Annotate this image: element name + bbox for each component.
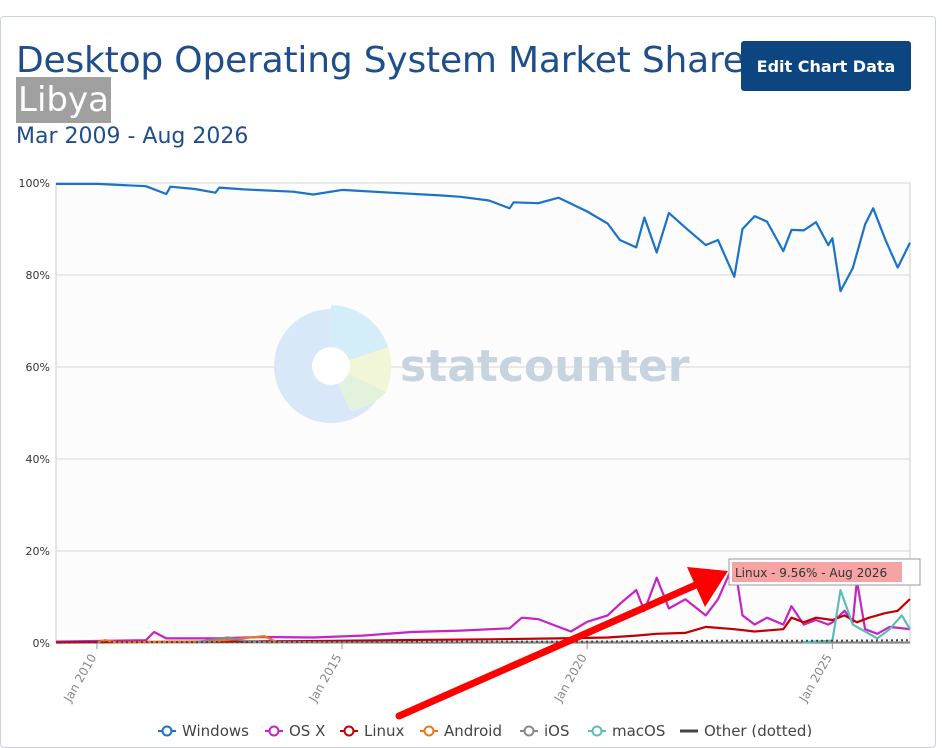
legend-label-android: Android xyxy=(444,722,502,737)
legend-marker-android xyxy=(423,725,435,737)
page-title: Desktop Operating System Market Share xyxy=(16,40,745,81)
legend-marker-os-x xyxy=(268,725,280,737)
series-line-linux xyxy=(55,598,911,644)
watermark-slice-cyan xyxy=(331,305,388,366)
x-tick-label: Jan 2025 xyxy=(796,652,835,706)
date-range: Mar 2009 - Aug 2026 xyxy=(16,124,249,149)
legend-label-os-x: OS X xyxy=(289,722,325,737)
x-tick-label: Jan 2015 xyxy=(306,652,345,706)
chart-series xyxy=(55,182,911,644)
watermark-text: statcounter xyxy=(400,341,690,392)
y-tick-label: 60% xyxy=(26,361,50,374)
series-line-macos xyxy=(803,588,911,644)
edit-chart-data-button[interactable]: Edit Chart Data xyxy=(741,41,911,91)
tooltip-text: Linux - 9.56% - Aug 2026 xyxy=(735,566,887,580)
arrow-head xyxy=(687,567,728,607)
series-line-windows xyxy=(56,182,911,293)
y-tick-label: 0% xyxy=(33,637,50,650)
legend-marker-linux xyxy=(343,725,355,737)
legend-label-linux: Linux xyxy=(364,722,405,737)
legend-marker-ios xyxy=(523,725,535,737)
arrow-shaft xyxy=(395,580,702,720)
region-label: Libya xyxy=(16,77,111,123)
y-tick-label: 80% xyxy=(26,269,50,282)
chart-legend: Windows OS X Linux Android iOS macOS Other (do… xyxy=(158,722,812,737)
watermark-hole xyxy=(312,347,350,385)
annotation-arrow xyxy=(395,567,728,720)
tooltip-highlight xyxy=(732,562,902,582)
legend-label-macos: macOS xyxy=(612,722,665,737)
chart-tooltip: Linux - 9.56% - Aug 2026 xyxy=(728,558,921,586)
legend-marker-macos xyxy=(591,725,603,737)
series-line-ios xyxy=(194,636,910,644)
statcounter-watermark: statcounter xyxy=(274,305,690,423)
watermark-slice-yellow xyxy=(331,347,392,392)
legend-marker-windows xyxy=(161,725,173,737)
x-tick-label: Jan 2010 xyxy=(60,652,99,706)
series-line-other-dotted xyxy=(56,639,911,644)
legend-label-windows: Windows xyxy=(182,722,249,737)
legend-label-ios: iOS xyxy=(544,722,570,737)
x-tick-label: Jan 2020 xyxy=(551,652,590,706)
y-tick-label: 20% xyxy=(26,545,50,558)
legend-label-other-dotted: Other (dotted) xyxy=(704,722,812,737)
y-tick-label: 40% xyxy=(26,453,50,466)
y-tick-label: 100% xyxy=(19,177,50,190)
